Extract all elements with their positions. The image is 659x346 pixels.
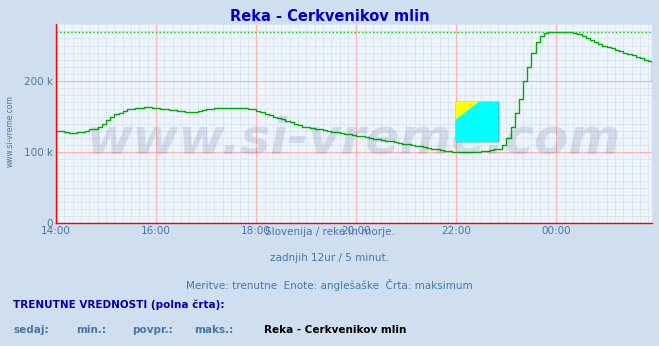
- Text: Slovenija / reke in morje.: Slovenija / reke in morje.: [264, 227, 395, 237]
- Text: maks.:: maks.:: [194, 325, 234, 335]
- Text: TRENUTNE VREDNOSTI (polna črta):: TRENUTNE VREDNOSTI (polna črta):: [13, 299, 225, 310]
- Text: zadnjih 12ur / 5 minut.: zadnjih 12ur / 5 minut.: [270, 253, 389, 263]
- Text: povpr.:: povpr.:: [132, 325, 173, 335]
- Text: sedaj:: sedaj:: [13, 325, 49, 335]
- Text: min.:: min.:: [76, 325, 106, 335]
- Polygon shape: [457, 102, 498, 142]
- Bar: [457, 102, 498, 142]
- Text: www.si-vreme.com: www.si-vreme.com: [87, 116, 621, 164]
- Text: Reka - Cerkvenikov mlin: Reka - Cerkvenikov mlin: [264, 325, 406, 335]
- Text: Meritve: trenutne  Enote: anglešaške  Črta: maksimum: Meritve: trenutne Enote: anglešaške Črta…: [186, 279, 473, 291]
- Text: Reka - Cerkvenikov mlin: Reka - Cerkvenikov mlin: [230, 9, 429, 24]
- Text: www.si-vreme.com: www.si-vreme.com: [5, 95, 14, 167]
- Polygon shape: [457, 102, 479, 120]
- Polygon shape: [457, 102, 479, 142]
